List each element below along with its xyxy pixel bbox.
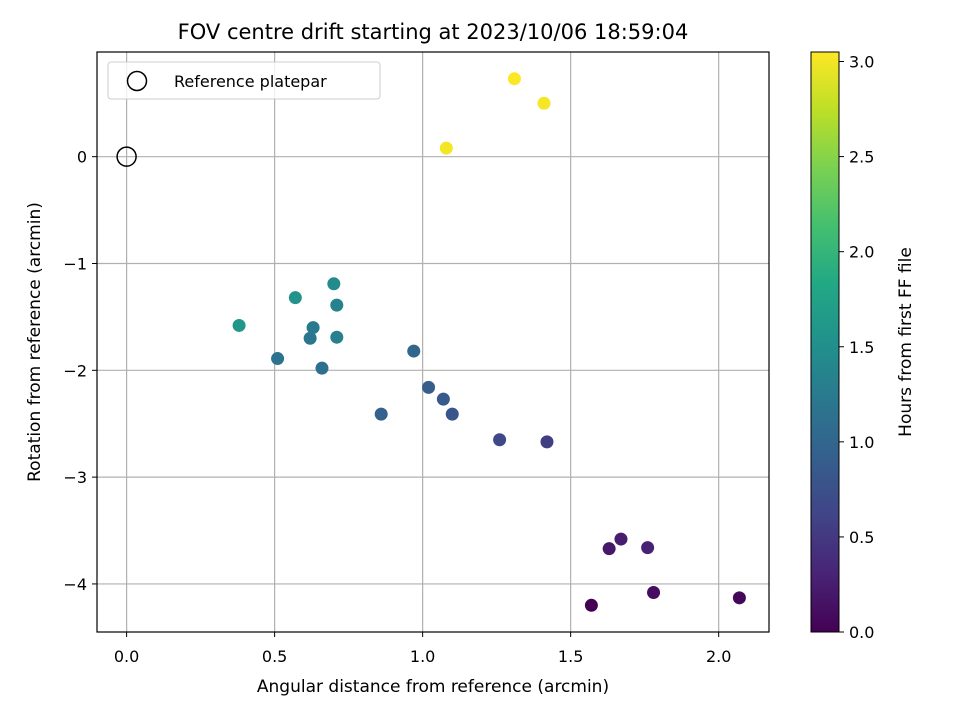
colorbar-tick-label: 0.0	[849, 623, 874, 642]
data-point-19	[327, 277, 341, 291]
data-point-3	[602, 542, 616, 556]
data-point-0	[584, 598, 598, 612]
plot-grid	[97, 52, 769, 632]
colorbar-tick-label: 1.5	[849, 338, 874, 357]
data-point-6	[540, 435, 554, 449]
y-axis-label: Rotation from reference (arcmin)	[25, 202, 45, 482]
data-point-18	[330, 298, 344, 312]
y-tick-label: −2	[63, 361, 87, 380]
x-axis-label: Angular distance from reference (arcmin)	[257, 677, 609, 697]
y-tick-label: −3	[63, 468, 87, 487]
y-axis: 0 −1 −2 −3 −4	[63, 148, 97, 594]
x-tick-label: 2.0	[706, 647, 731, 666]
chart-title: FOV centre drift starting at 2023/10/06 …	[178, 20, 689, 44]
data-point-8	[445, 407, 459, 421]
data-point-21	[232, 318, 246, 332]
y-tick-label: 0	[77, 148, 87, 167]
legend-marker-reference	[126, 70, 148, 92]
data-point-11	[374, 407, 388, 421]
colorbar-ticks: 0.0 0.5 1.0 1.5 2.0 2.5 3.0	[839, 53, 874, 642]
data-point-20	[288, 291, 302, 305]
colorbar-label: Hours from first FF file	[896, 247, 916, 437]
data-point-23	[537, 96, 551, 110]
legend-label-reference: Reference platepar	[174, 72, 327, 91]
x-tick-label: 0.5	[262, 647, 287, 666]
data-point-12	[407, 344, 421, 358]
data-point-13	[315, 361, 329, 375]
data-point-4	[614, 532, 628, 546]
data-point-14	[271, 352, 285, 366]
data-point-1	[732, 591, 746, 605]
x-axis: 0.0 0.5 1.0 1.5 2.0	[114, 632, 731, 666]
colorbar-tick-label: 0.5	[849, 528, 874, 547]
colorbar: 0.0 0.5 1.0 1.5 2.0 2.5 3.0 Hours from first F…	[810, 51, 916, 642]
colorbar-tick-label: 1.0	[849, 433, 874, 452]
reference-platepar-marker	[116, 146, 137, 167]
data-point-16	[306, 321, 320, 335]
colorbar-tick-label: 3.0	[849, 53, 874, 72]
colorbar-gradient	[810, 51, 840, 633]
colorbar-tick-label: 2.0	[849, 243, 874, 262]
data-point-15	[303, 331, 317, 345]
data-point-2	[647, 585, 661, 599]
data-point-10	[422, 380, 436, 394]
plot-frame	[96, 51, 770, 633]
data-points	[116, 72, 746, 612]
legend-box	[107, 61, 381, 100]
y-tick-label: −1	[63, 254, 87, 273]
data-point-5	[641, 541, 655, 555]
x-tick-label: 1.5	[558, 647, 583, 666]
data-point-17	[330, 330, 344, 344]
colorbar-tick-label: 2.5	[849, 148, 874, 167]
data-point-9	[436, 392, 450, 406]
data-point-22	[439, 141, 453, 155]
data-point-24	[507, 72, 521, 86]
data-point-7	[493, 433, 507, 447]
x-tick-label: 0.0	[114, 647, 139, 666]
y-tick-label: −4	[63, 575, 87, 594]
legend: Reference platepar	[107, 61, 381, 100]
x-tick-label: 1.0	[410, 647, 435, 666]
